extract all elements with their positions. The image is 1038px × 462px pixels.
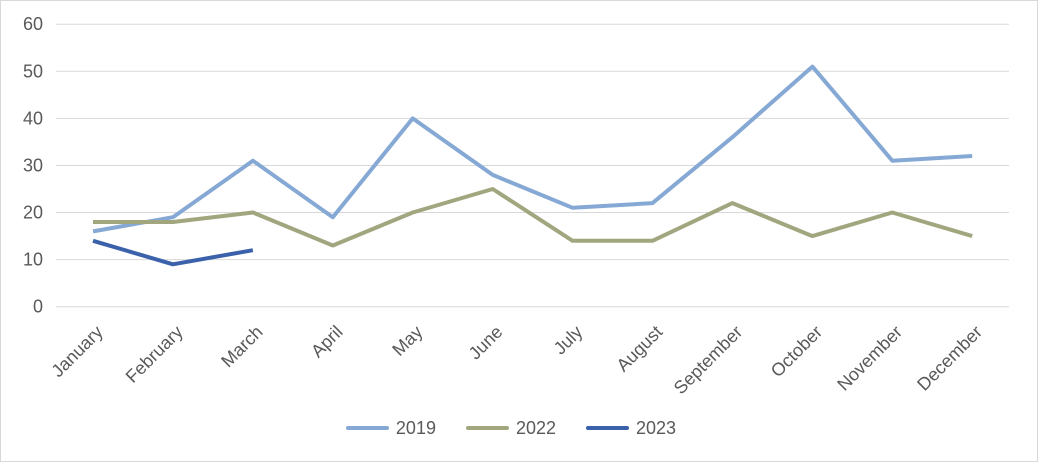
legend-label-2023: 2023 xyxy=(636,418,677,438)
y-axis-tick-label-40: 40 xyxy=(23,108,43,128)
legend-item-2023: 2023 xyxy=(586,419,676,437)
x-axis-label-april: April xyxy=(307,322,347,362)
y-axis-tick-label-50: 50 xyxy=(23,61,43,81)
x-axis-label-may: May xyxy=(388,322,426,360)
legend-line-swatch-2019 xyxy=(345,426,389,430)
x-axis-label-august: August xyxy=(613,322,667,376)
x-axis-label-february: February xyxy=(122,322,187,387)
legend-line-swatch-2022 xyxy=(465,426,509,430)
y-axis-tick-label-20: 20 xyxy=(23,203,43,223)
series-line-2019 xyxy=(92,64,973,234)
y-axis-tick-label-0: 0 xyxy=(33,297,43,317)
y-axis-tick-label-60: 60 xyxy=(23,14,43,34)
x-axis-label-july: July xyxy=(550,322,587,359)
chart-legend: 2019 2022 2023 xyxy=(1,419,1021,437)
legend-item-2019: 2019 xyxy=(345,418,436,438)
x-axis-label-december: December xyxy=(913,322,986,395)
x-axis-label-october: October xyxy=(767,322,826,381)
x-axis-label-january: January xyxy=(47,322,106,381)
x-axis-label-june: June xyxy=(465,322,507,364)
legend-label-2022: 2022 xyxy=(515,418,557,438)
x-axis-label-march: March xyxy=(217,322,267,372)
legend-label-2019: 2019 xyxy=(395,418,436,438)
y-axis-tick-label-10: 10 xyxy=(23,250,43,270)
x-axis-label-november: November xyxy=(833,322,906,395)
series-line-2023 xyxy=(92,238,254,267)
x-axis-label-september: September xyxy=(670,322,746,398)
legend-line-swatch-2023 xyxy=(586,426,630,430)
legend-item-2022: 2022 xyxy=(465,418,557,438)
y-axis-tick-label-30: 30 xyxy=(23,155,43,175)
series-line-2022 xyxy=(93,187,973,248)
